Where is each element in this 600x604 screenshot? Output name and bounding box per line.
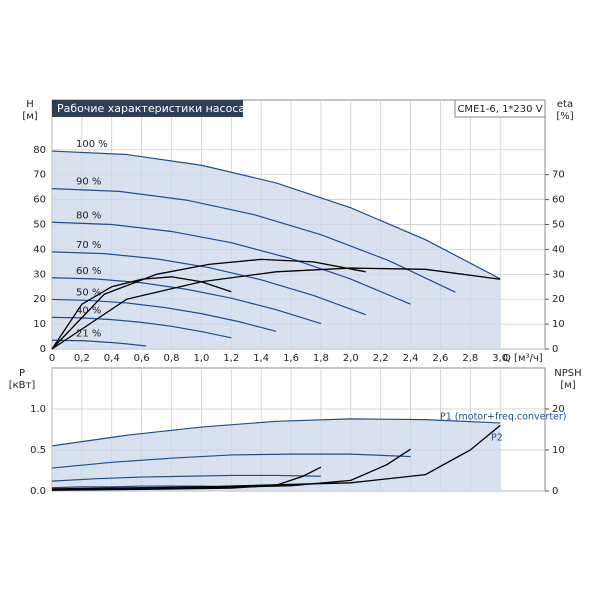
curve [51,267,501,350]
x-tick-label: 1,4 [253,353,269,364]
x-tick-label: 0,2 [74,353,90,364]
y2-tick-label: 30 [552,269,565,280]
y-tick-label: 40 [33,244,46,255]
y2-label: eta [557,99,573,110]
x-tick-label: 2,0 [343,353,359,364]
curve-label: 60 % [76,266,101,277]
curve [51,466,322,491]
y-tick-label: 50 [33,220,46,231]
y2-tick-label: 50 [552,220,565,231]
x-tick-label: 0,8 [164,353,180,364]
y-tick-label: 0.0 [30,486,46,497]
y-label: H [26,99,34,110]
x-tick-label: 1,0 [193,353,209,364]
x-tick-label: 1,6 [283,353,299,364]
y-tick-label: 80 [33,145,46,156]
curve [51,251,366,316]
curve-label: 80 % [76,210,101,221]
y-tick-label: 10 [33,319,46,330]
curve-label: 90 % [76,177,101,188]
layer: 0 0,2 0,4 0,6 0,8 1,0 1,2 1,4 1,6 1,8 2,0 2,2 2,4 2,6… [30,100,567,497]
curve [51,418,501,447]
y-tick-label: 20 [33,294,46,305]
model: CME1-6, 1*230 V [457,104,542,115]
y2-tick-label: 40 [552,244,565,255]
y2-tick-label: 20 [552,294,565,305]
y-unit: [м] [22,111,37,122]
curve [51,485,232,489]
curve [51,258,366,350]
y-unit: [кВт] [9,380,36,391]
curve [51,339,147,347]
y-tick-label: 1.0 [30,404,46,415]
y2-label: NPSH [554,368,581,379]
x-tick-label: 2,6 [432,353,448,364]
curve [51,276,232,350]
y2-tick-label: 20 [552,404,565,415]
y2-unit: [м] [560,380,575,391]
annotation: P1 (motor+freq.converter) [440,412,567,423]
curve-label: 100 % [76,139,108,150]
curve [51,188,456,293]
curve [51,424,501,490]
x-tick-label: 3,0 [492,353,508,364]
x-tick-label: 1,2 [223,353,239,364]
y-tick-label: 30 [33,269,46,280]
model-box [454,99,546,118]
x-tick-label: 0,4 [104,353,120,364]
y-tick-label: 60 [33,195,46,206]
curve-label: 21 % [76,328,101,339]
y-tick-label: 0 [40,344,46,355]
y2-tick-label: 0 [552,486,558,497]
x-tick-label: 0,6 [134,353,150,364]
curve-label: 70 % [76,240,101,251]
curve-label: 50 % [76,287,101,298]
y2-tick-label: 0 [552,344,558,355]
y-tick-label: 0.5 [30,445,46,456]
title-box [52,100,243,117]
x-tick-label: 2,2 [373,353,389,364]
operating-area [52,151,501,349]
x-tick-label: 1,8 [313,353,329,364]
y2-tick-label: 10 [552,319,565,330]
y2-tick-label: 10 [552,445,565,456]
y2-tick-label: 70 [552,170,565,181]
y2-tick-label: 60 [552,195,565,206]
x-label: Q [м³/ч] [503,353,543,364]
annotation: P2 [491,433,503,444]
operating-area [52,418,501,491]
y-label: P [19,368,25,379]
curve [51,150,501,280]
x-tick-label: 2,8 [462,353,478,364]
x-tick-label: 2,4 [403,353,419,364]
curve [51,221,411,305]
curve [51,277,322,325]
title: Рабочие характеристики насоса [57,102,245,115]
curve [51,453,411,469]
y-tick-label: 70 [33,170,46,181]
curve [51,474,321,482]
x-tick-label: 0 [49,353,55,364]
y2-unit: [%] [556,111,573,122]
